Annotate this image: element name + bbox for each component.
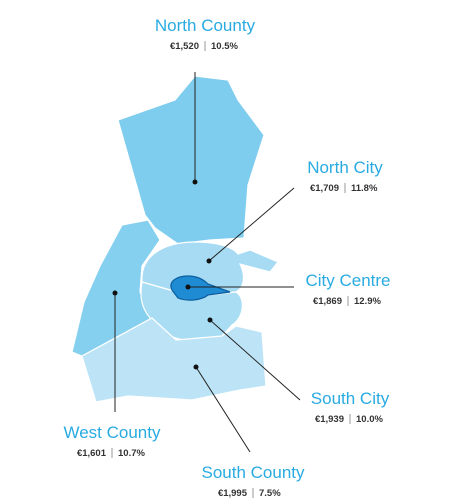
region-price: €1,709 [310,183,339,194]
region-name: West County [63,423,161,442]
region-name: South City [311,389,390,408]
south-county-area [81,317,267,403]
leader-dot [185,284,191,290]
leader-line [195,366,251,453]
leader-dot [193,364,199,370]
leader-line [209,319,301,401]
leader-dot [192,179,198,185]
north-county-area [117,75,265,245]
region-change: 12.9% [354,296,381,307]
region-name: North County [155,16,256,35]
leader-line [208,187,295,262]
region-name: City Centre [305,271,390,290]
leaders [112,72,301,453]
labels: North County €1,520 10.5% North City €1,709 1… [63,16,390,499]
leader-dot [207,317,213,323]
region-change: 7.5% [259,488,281,499]
leader-dot [112,290,118,296]
region-price: €1,869 [313,296,342,307]
city-centre-area [170,275,231,301]
region-change: 10.5% [211,41,238,52]
region-change: 10.7% [118,448,145,459]
region-name: South County [201,463,305,482]
leader-dot [206,258,212,264]
region-change: 11.8% [351,183,378,194]
region-price: €1,601 [77,448,107,459]
region-price: €1,939 [315,414,344,425]
region-name: North City [307,158,383,177]
region-change: 10.0% [356,414,383,425]
region-price: €1,520 [170,41,199,52]
region-price: €1,995 [218,488,248,499]
regions [71,75,279,403]
